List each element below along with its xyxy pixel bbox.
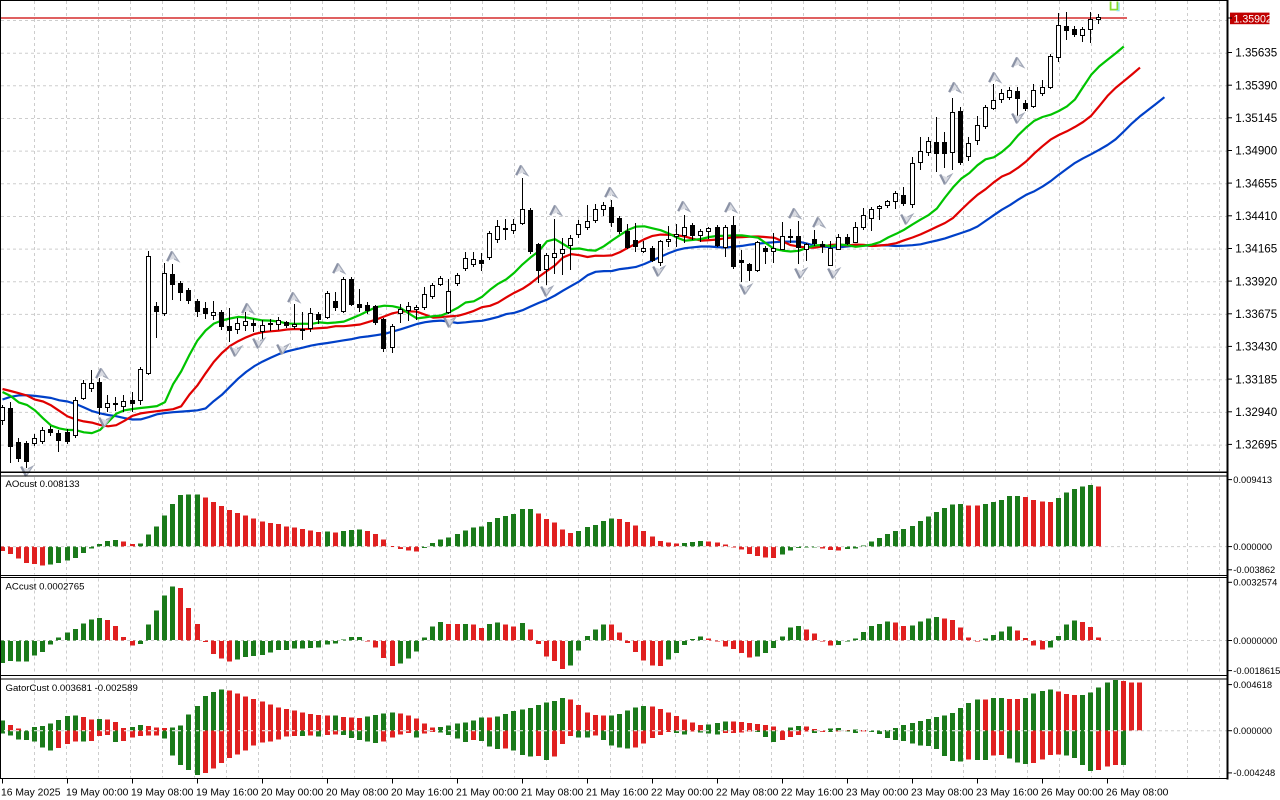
svg-text:21 May 00:00: 21 May 00:00 [456, 788, 519, 799]
svg-text:1.32940: 1.32940 [1235, 406, 1277, 419]
svg-text:19 May 16:00: 19 May 16:00 [196, 788, 259, 799]
svg-text:0.0032574: 0.0032574 [1233, 578, 1277, 588]
svg-text:21 May 16:00: 21 May 16:00 [586, 788, 649, 799]
svg-text:1.35902: 1.35902 [1234, 14, 1272, 26]
svg-text:0.000000: 0.000000 [1233, 726, 1272, 736]
svg-text:26 May 00:00: 26 May 00:00 [1041, 788, 1104, 799]
svg-text:20 May 08:00: 20 May 08:00 [326, 788, 389, 799]
svg-text:0.0000000: 0.0000000 [1233, 636, 1277, 646]
svg-text:GatorCust 0.003681 -0.002589: GatorCust 0.003681 -0.002589 [6, 683, 138, 694]
svg-text:-0.0018615: -0.0018615 [1233, 666, 1280, 676]
svg-text:1.32695: 1.32695 [1235, 439, 1277, 452]
svg-text:19 May 00:00: 19 May 00:00 [66, 788, 129, 799]
svg-text:23 May 08:00: 23 May 08:00 [911, 788, 974, 799]
svg-text:26 May 08:00: 26 May 08:00 [1106, 788, 1169, 799]
svg-text:19 May 08:00: 19 May 08:00 [131, 788, 194, 799]
svg-text:22 May 08:00: 22 May 08:00 [716, 788, 779, 799]
svg-text:16 May 2025: 16 May 2025 [1, 788, 61, 799]
svg-text:1.34165: 1.34165 [1235, 243, 1277, 256]
svg-text:1.35390: 1.35390 [1235, 79, 1277, 92]
svg-text:1.34900: 1.34900 [1235, 145, 1277, 158]
svg-text:22 May 00:00: 22 May 00:00 [651, 788, 714, 799]
svg-text:-0.003862: -0.003862 [1233, 565, 1275, 575]
svg-text:1.34655: 1.34655 [1235, 177, 1277, 190]
svg-text:AOcust 0.008133: AOcust 0.008133 [6, 479, 80, 490]
svg-text:1.33675: 1.33675 [1235, 308, 1277, 321]
svg-text:-0.004248: -0.004248 [1233, 768, 1275, 778]
svg-text:20 May 16:00: 20 May 16:00 [391, 788, 454, 799]
svg-text:1.33430: 1.33430 [1235, 341, 1277, 354]
svg-text:0.009413: 0.009413 [1233, 475, 1272, 485]
svg-text:23 May 00:00: 23 May 00:00 [846, 788, 909, 799]
svg-text:22 May 16:00: 22 May 16:00 [781, 788, 844, 799]
svg-text:ACcust 0.0002765: ACcust 0.0002765 [6, 582, 85, 593]
svg-text:0.004618: 0.004618 [1233, 680, 1272, 690]
svg-text:1.35635: 1.35635 [1235, 47, 1277, 60]
svg-text:0.000000: 0.000000 [1233, 542, 1272, 552]
svg-text:20 May 00:00: 20 May 00:00 [261, 788, 324, 799]
svg-text:1.33185: 1.33185 [1235, 373, 1277, 386]
svg-text:1.35145: 1.35145 [1235, 112, 1277, 125]
svg-text:23 May 16:00: 23 May 16:00 [976, 788, 1039, 799]
svg-text:21 May 08:00: 21 May 08:00 [521, 788, 584, 799]
svg-text:1.33920: 1.33920 [1235, 275, 1277, 288]
svg-text:1.34410: 1.34410 [1235, 210, 1277, 223]
